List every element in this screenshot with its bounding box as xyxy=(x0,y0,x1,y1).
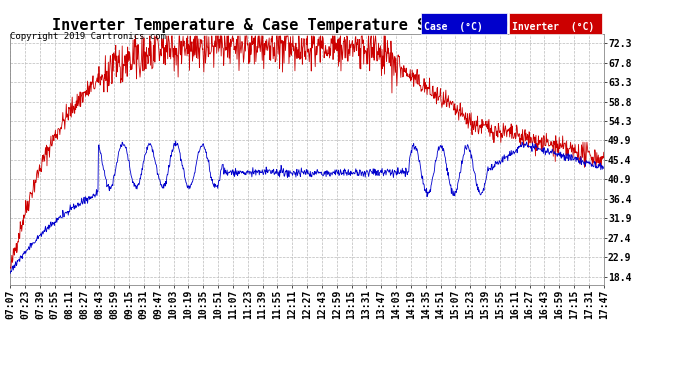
Text: Inverter  (°C): Inverter (°C) xyxy=(512,22,594,32)
Title: Inverter Temperature & Case Temperature Sat Oct 19 17:55: Inverter Temperature & Case Temperature … xyxy=(52,18,562,33)
Text: Case  (°C): Case (°C) xyxy=(424,22,483,32)
Text: Copyright 2019 Cartronics.com: Copyright 2019 Cartronics.com xyxy=(10,32,166,41)
